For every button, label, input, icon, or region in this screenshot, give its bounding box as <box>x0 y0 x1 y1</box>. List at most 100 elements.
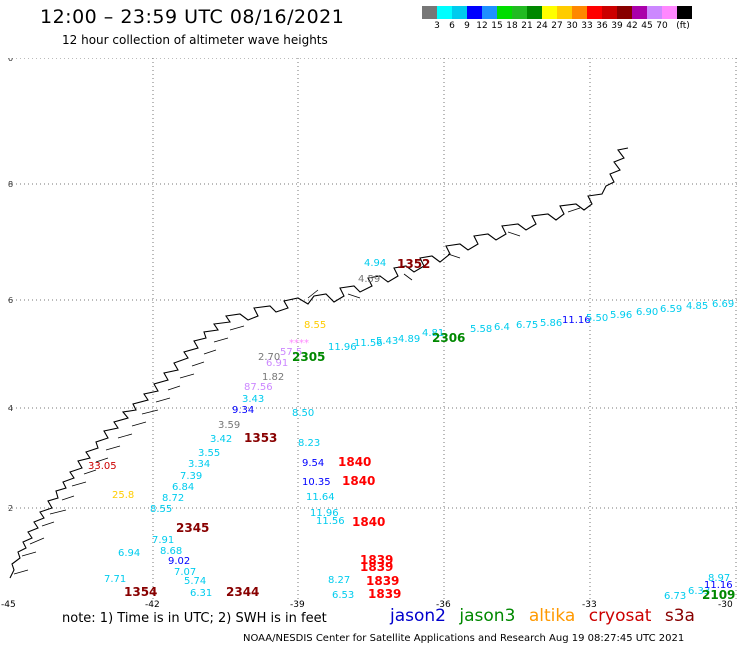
legend-label: (ft) <box>676 21 690 31</box>
map-canvas: 70 68 66 64 62 4.94 1352 4.59 8.55 **** … <box>3 54 738 602</box>
obs-label: 4.59 <box>358 274 380 285</box>
obs-label: 6.53 <box>332 590 354 600</box>
obs-label: 8.55 <box>304 320 326 331</box>
legend-swatch <box>497 6 512 19</box>
obs-label: 9.54 <box>302 458 324 469</box>
obs-label: 3.55 <box>198 448 220 459</box>
legend-swatch <box>542 6 557 19</box>
lat-label: 70 <box>8 58 13 63</box>
coast-detail <box>13 207 581 575</box>
color-legend: 3 6 9 12 15 18 21 24 27 30 33 36 39 42 45 70 (ft) <box>422 6 692 31</box>
obs-label: 6.91 <box>266 358 288 369</box>
obs-label: 5.74 <box>184 576 206 587</box>
obs-label: 11.56 <box>316 516 345 527</box>
lon-label: -39 <box>290 600 305 610</box>
obs-label: 7.39 <box>180 471 202 482</box>
footer-note: note: 1) Time is in UTC; 2) SWH is in fe… <box>62 611 327 626</box>
lon-label: -42 <box>145 600 160 610</box>
graticule <box>8 57 738 600</box>
legend-label: 42 <box>626 21 638 31</box>
obs-label: 6.33 <box>688 586 710 597</box>
obs-label: 11.56 <box>354 338 383 349</box>
obs-label: 2306 <box>432 331 465 345</box>
legend-label: 24 <box>536 21 548 31</box>
page-title: 12:00 – 23:59 UTC 08/16/2021 <box>40 6 345 28</box>
obs-label: 1840 <box>338 455 371 469</box>
legend-swatch <box>572 6 587 19</box>
lat-label: 62 <box>8 504 13 513</box>
obs-label: 1839 <box>360 553 393 567</box>
obs-label: 6.84 <box>172 482 194 493</box>
latitude-labels: 70 68 66 64 62 <box>3 54 13 513</box>
obs-label: 5.96 <box>610 310 632 321</box>
obs-label: 7.91 <box>152 535 174 546</box>
legend-label: 6 <box>449 21 455 31</box>
page-subtitle: 12 hour collection of altimeter wave hei… <box>62 33 328 47</box>
legend-swatch <box>662 6 677 19</box>
legend-label: 39 <box>611 21 623 31</box>
obs-label: 1354 <box>124 585 157 599</box>
obs-label: 1353 <box>244 431 277 445</box>
obs-label: 25.8 <box>112 490 134 501</box>
legend-label: 21 <box>521 21 533 31</box>
obs-label: 1840 <box>352 515 385 529</box>
obs-label: 7.07 <box>174 567 196 578</box>
legend-label: 45 <box>641 21 653 31</box>
legend-label: 27 <box>551 21 563 31</box>
legend-swatch <box>557 6 572 19</box>
legend-label: 3 <box>434 21 440 31</box>
obs-label: 8.27 <box>328 575 350 586</box>
lat-label: 66 <box>8 296 13 305</box>
lat-label: 64 <box>8 404 13 413</box>
obs-label: 1.82 <box>262 372 284 383</box>
legend-swatch <box>482 6 497 19</box>
obs-label: 2109 <box>702 588 735 600</box>
obs-label: 8.23 <box>298 438 320 449</box>
obs-label: 3.42 <box>210 434 232 445</box>
obs-label: 6.75 <box>516 320 538 331</box>
obs-label: 6.59 <box>660 304 682 315</box>
legend-swatch <box>452 6 467 19</box>
obs-label: 6.94 <box>118 548 140 559</box>
legend-swatch <box>632 6 647 19</box>
obs-label: 5.50 <box>586 313 608 324</box>
obs-label: 4.81 <box>422 328 444 339</box>
legend-swatch <box>617 6 632 19</box>
obs-label: 3.59 <box>218 420 240 431</box>
obs-label: 8.72 <box>162 493 184 504</box>
legend-label: 9 <box>464 21 470 31</box>
lon-label: -45 <box>1 600 16 610</box>
obs-label: 5.43 <box>376 336 398 347</box>
obs-label: 11.96 <box>310 508 339 519</box>
obs-label: 8.55 <box>150 504 172 515</box>
obs-label: 11.16 <box>704 580 733 591</box>
obs-label: 6.31 <box>190 588 212 599</box>
obs-label: 9.02 <box>168 556 190 567</box>
obs-label: 6.4 <box>494 322 510 333</box>
satellite-legend: jason2 jason3 altika cryosat s3a <box>390 606 703 626</box>
legend-swatch <box>527 6 542 19</box>
sat-s3a: s3a <box>664 606 695 626</box>
obs-label: 5.58 <box>470 324 492 335</box>
legend-swatch <box>512 6 527 19</box>
obs-label: 1839 <box>360 560 393 574</box>
legend-label: 18 <box>506 21 518 31</box>
sat-jason2: jason2 <box>390 606 446 626</box>
obs-label: 6.73 <box>664 591 686 600</box>
obs-label: 7.71 <box>104 574 126 585</box>
obs-label: 1352 <box>397 257 430 271</box>
obs-label: 2344 <box>226 585 259 599</box>
sat-cryosat: cryosat <box>588 606 652 626</box>
lon-label: -33 <box>582 600 597 610</box>
legend-label: 70 <box>656 21 668 31</box>
obs-label: 33.05 <box>88 461 117 472</box>
legend-swatch <box>647 6 662 19</box>
credit-line: NOAA/NESDIS Center for Satellite Applica… <box>243 633 685 644</box>
legend-label: 12 <box>476 21 488 31</box>
obs-label: 8.68 <box>160 546 182 557</box>
legend-label: 15 <box>491 21 503 31</box>
obs-label: 2.70 <box>258 352 280 363</box>
legend-swatch <box>677 6 692 19</box>
obs-label: 8.97 <box>708 573 730 584</box>
legend-swatch <box>467 6 482 19</box>
